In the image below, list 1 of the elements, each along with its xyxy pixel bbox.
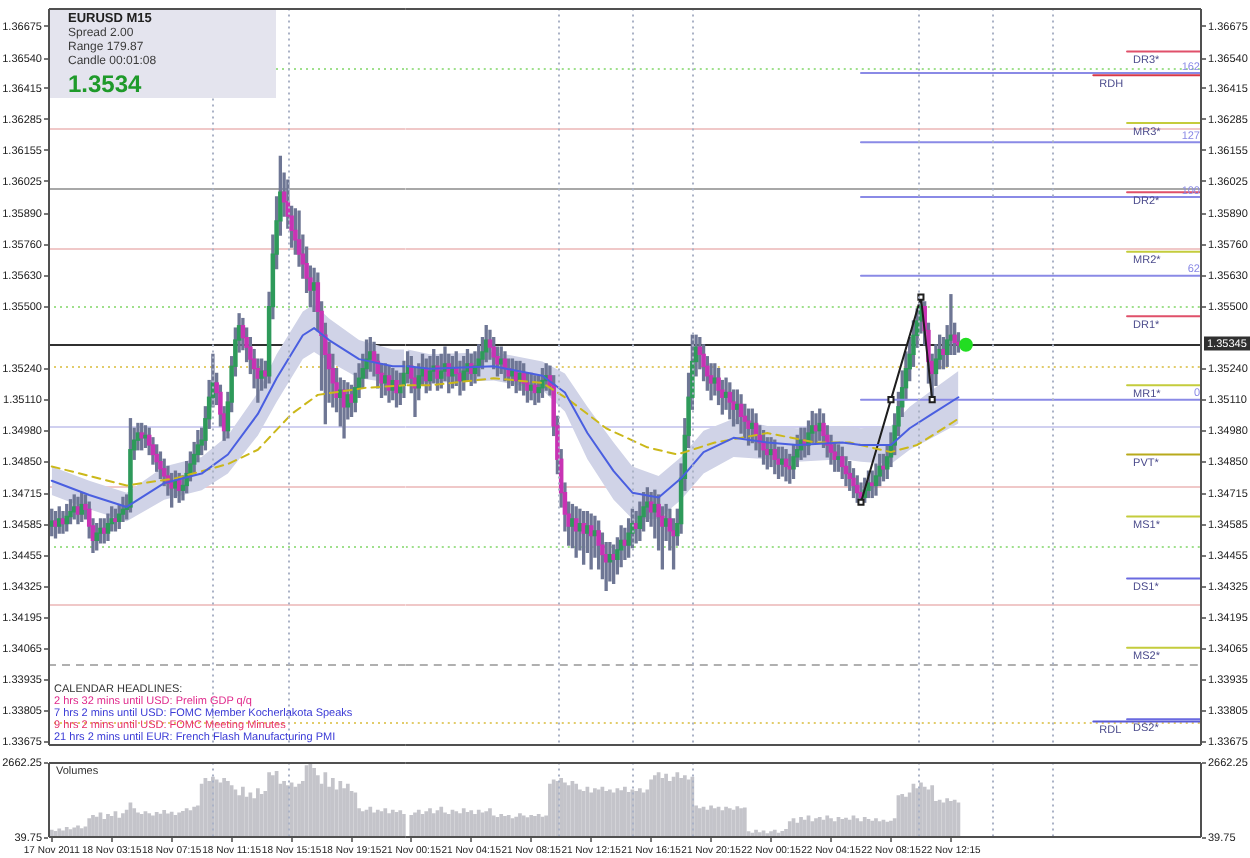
annotation: 1.3534 [68, 70, 144, 99]
